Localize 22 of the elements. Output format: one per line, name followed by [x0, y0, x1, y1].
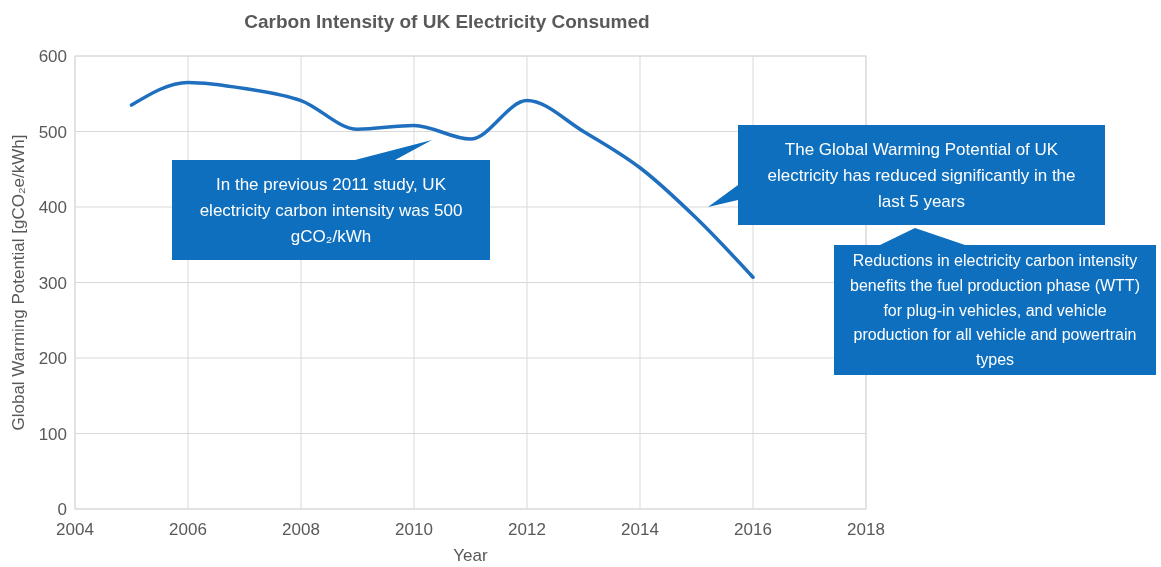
x-tick-label: 2018: [847, 520, 885, 539]
annotation: Reductions in electricity carbon intensity benefits the fuel production phase (WTT) for plug-in vehicles, and vehicle production for all vehicle and powertrain types: [850, 252, 1140, 369]
x-tick-label: 2016: [734, 520, 772, 539]
annotation: The Global Warming Potential of UK electricity has reduced significantly in the last 5 years: [767, 139, 1076, 212]
y-tick-label: 100: [38, 424, 67, 444]
x-tick-label: 2014: [621, 520, 659, 539]
annotation: In the previous 2011 study, UK electricity carbon intensity was 500 gCO₂/kWh: [199, 174, 463, 247]
y-tick-label: 300: [38, 273, 67, 293]
x-tick-label: 2008: [282, 520, 320, 539]
y-tick-label: 200: [38, 349, 67, 368]
line-series: [129, 80, 755, 279]
x-axis-title: Year: [453, 546, 489, 565]
y-axis-title: Global Warming Potential [gCO₂e/kWh]: [9, 134, 28, 431]
y-tick-label: 500: [38, 122, 67, 142]
y-tick-label: 0: [57, 500, 67, 519]
x-tick-label: 2006: [169, 520, 207, 539]
x-tick-label: 2004: [56, 520, 94, 539]
chart-title: Carbon Intensity of UK Electricity Consumed: [244, 11, 650, 32]
x-tick-label: 2012: [508, 520, 546, 539]
y-tick-label: 600: [38, 47, 67, 66]
x-tick-label: 2010: [395, 520, 433, 539]
y-tick-label: 400: [38, 198, 67, 217]
